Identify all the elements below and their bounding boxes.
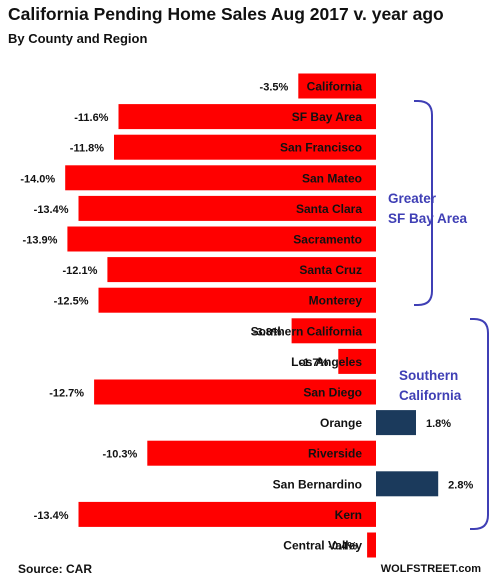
value-label-san-bernardino: 2.8% [448, 479, 473, 491]
category-label-santa-clara: Santa Clara [296, 202, 362, 216]
chart-subtitle: By County and Region [8, 31, 148, 46]
bar-southern-california [291, 318, 376, 344]
bar-san-francisco [114, 134, 376, 160]
source-note: Source: CAR [18, 562, 93, 576]
bar-san-diego [94, 379, 376, 405]
bar-central-valley [367, 532, 376, 558]
value-label-riverside: -10.3% [102, 449, 137, 461]
category-label-kern: Kern [335, 508, 362, 522]
category-label-santa-cruz: Santa Cruz [299, 263, 362, 277]
value-label-santa-clara: -13.4% [34, 204, 69, 216]
category-label-sacramento: Sacramento [293, 233, 362, 247]
value-label-sacramento: -13.9% [23, 235, 58, 247]
bar-san-mateo [65, 165, 376, 191]
category-label-los-angeles: Los Angeles [291, 355, 362, 369]
value-label-monterey: -12.5% [54, 296, 89, 308]
bar-san-bernardino [376, 471, 439, 497]
group-label-2-line-1: Southern [399, 368, 458, 383]
group-label-1-line-1: Greater [388, 191, 437, 206]
value-label-kern: -13.4% [34, 510, 69, 522]
value-label-sf-bay-area: -11.6% [74, 112, 108, 124]
bar-kern [78, 501, 376, 527]
value-label-san-mateo: -14.0% [20, 173, 55, 185]
value-label-orange: 1.8% [426, 418, 451, 430]
group-label-1-line-2: SF Bay Area [388, 211, 468, 226]
chart-title: California Pending Home Sales Aug 2017 v… [8, 4, 444, 24]
value-label-san-francisco: -11.8% [70, 143, 104, 155]
category-label-san-diego: San Diego [303, 386, 362, 400]
value-label-southern-california: -3.8% [253, 326, 282, 338]
category-label-san-bernardino: San Bernardino [273, 477, 362, 491]
category-label-southern-california: Southern California [251, 324, 363, 338]
category-label-san-mateo: San Mateo [302, 171, 362, 185]
value-label-california: -3.5% [260, 82, 289, 94]
bar-sacramento [67, 226, 377, 252]
value-label-san-diego: -12.7% [49, 388, 84, 400]
value-label-central-valley: -0.4% [328, 541, 357, 553]
bar-california [298, 73, 376, 99]
category-label-california: California [307, 80, 363, 94]
group-bracket-1 [414, 100, 433, 306]
bar-santa-cruz [107, 257, 377, 283]
group-bracket-2 [470, 318, 489, 530]
value-label-los-angeles: -1.7% [300, 357, 329, 369]
bar-santa-clara [78, 195, 376, 221]
category-label-orange: Orange [320, 416, 362, 430]
category-label-central-valley: Central Valley [283, 539, 362, 553]
group-label-2-line-2: California [399, 388, 462, 403]
category-label-san-francisco: San Francisco [280, 141, 362, 155]
bar-sf-bay-area [118, 104, 376, 130]
category-label-monterey: Monterey [309, 294, 363, 308]
category-label-sf-bay-area: SF Bay Area [292, 110, 363, 124]
category-label-riverside: Riverside [308, 447, 362, 461]
bar-monterey [98, 287, 376, 313]
bar-riverside [147, 440, 376, 466]
credit-note: WOLFSTREET.com [380, 563, 481, 575]
bar-los-angeles [338, 348, 376, 374]
value-label-santa-cruz: -12.1% [63, 265, 98, 277]
bar-orange [376, 410, 416, 436]
